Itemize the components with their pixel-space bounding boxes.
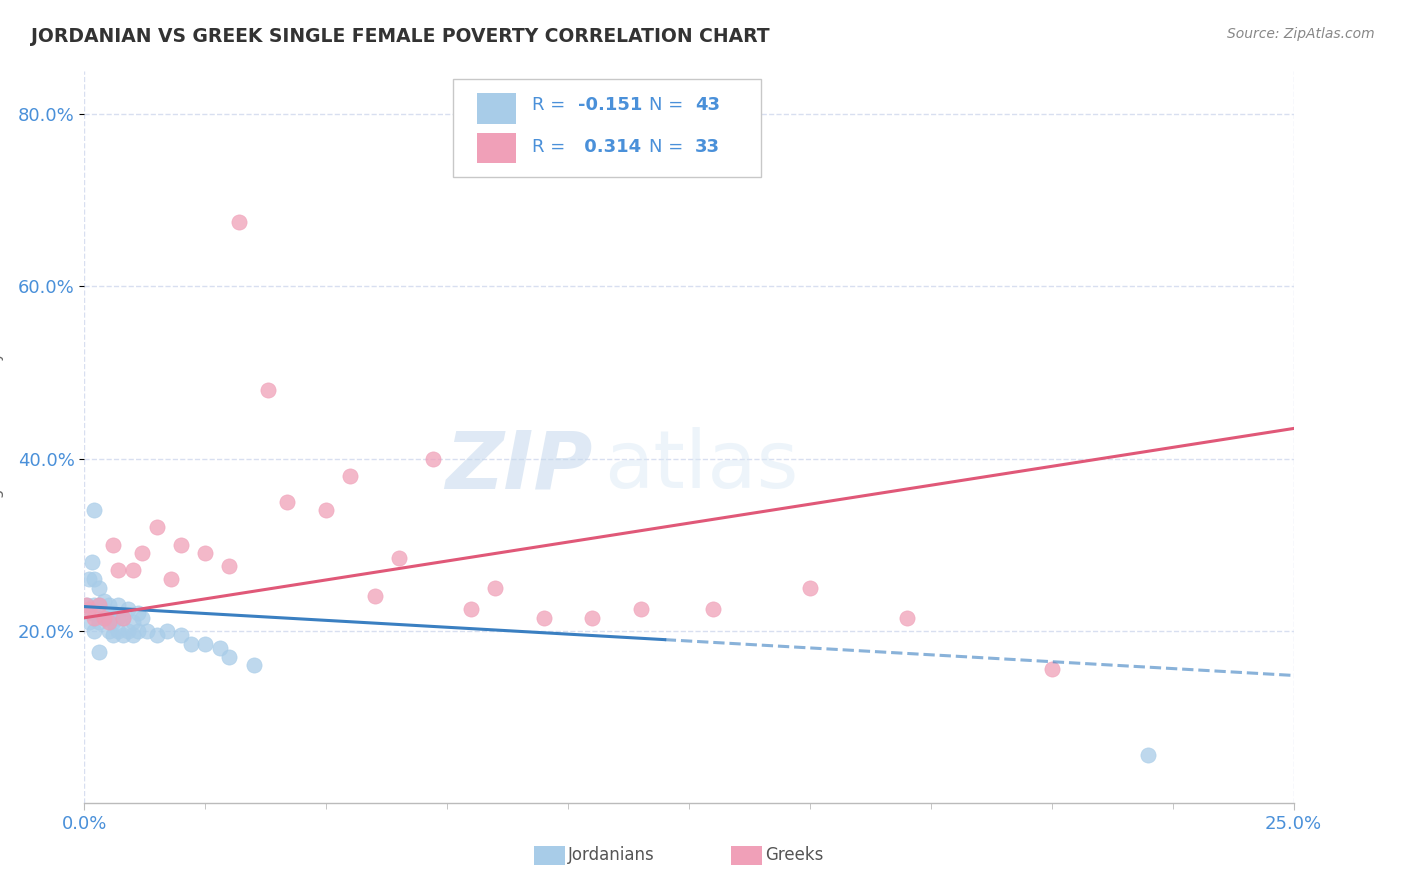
Point	[87, 615, 110, 629]
Point	[131, 546, 153, 560]
Point	[276, 494, 298, 508]
Point	[103, 615, 125, 629]
Text: Source: ZipAtlas.com: Source: ZipAtlas.com	[1227, 27, 1375, 41]
Point	[107, 624, 129, 638]
Point	[121, 628, 143, 642]
Point	[93, 611, 115, 625]
Point	[83, 611, 105, 625]
Point	[103, 607, 125, 621]
Point	[799, 581, 821, 595]
Point	[121, 564, 143, 578]
Point	[80, 555, 103, 569]
Point	[83, 503, 105, 517]
Point	[83, 598, 105, 612]
Point	[218, 559, 240, 574]
Point	[87, 645, 110, 659]
Point	[170, 538, 193, 552]
Point	[242, 658, 264, 673]
Point	[896, 611, 918, 625]
Point	[83, 572, 105, 586]
Point	[117, 602, 139, 616]
Point	[180, 637, 202, 651]
Text: R =: R =	[531, 96, 571, 114]
Bar	[478, 133, 516, 163]
Text: 33: 33	[695, 138, 720, 156]
Point	[103, 538, 125, 552]
Point	[112, 611, 135, 625]
Text: N =: N =	[650, 96, 689, 114]
Y-axis label: Single Female Poverty: Single Female Poverty	[0, 352, 4, 522]
Point	[127, 624, 149, 638]
Point	[87, 598, 110, 612]
Point	[93, 611, 115, 625]
Point	[75, 598, 97, 612]
Point	[208, 640, 231, 655]
Point	[97, 611, 120, 625]
Point	[257, 383, 280, 397]
Point	[77, 602, 100, 616]
Point	[170, 628, 193, 642]
Point	[194, 546, 217, 560]
Point	[107, 611, 129, 625]
Point	[103, 628, 125, 642]
Point	[136, 624, 159, 638]
Point	[218, 649, 240, 664]
Text: JORDANIAN VS GREEK SINGLE FEMALE POVERTY CORRELATION CHART: JORDANIAN VS GREEK SINGLE FEMALE POVERTY…	[31, 27, 769, 45]
Point	[107, 598, 129, 612]
Point	[363, 589, 385, 603]
Point	[460, 602, 482, 616]
Point	[228, 215, 250, 229]
Point	[533, 611, 555, 625]
Point	[146, 520, 169, 534]
Text: 43: 43	[695, 96, 720, 114]
Point	[581, 611, 603, 625]
Text: Jordanians: Jordanians	[568, 847, 655, 864]
Text: -0.151: -0.151	[578, 96, 643, 114]
Point	[339, 468, 361, 483]
Point	[146, 628, 169, 642]
Point	[160, 572, 183, 586]
Text: 0.314: 0.314	[578, 138, 641, 156]
Point	[1040, 662, 1063, 676]
Point	[97, 598, 120, 612]
Point	[87, 581, 110, 595]
Bar	[478, 93, 516, 124]
Point	[112, 628, 135, 642]
Point	[76, 598, 98, 612]
Point	[83, 624, 105, 638]
Text: atlas: atlas	[605, 427, 799, 506]
Text: Greeks: Greeks	[765, 847, 824, 864]
Point	[388, 550, 411, 565]
Point	[702, 602, 724, 616]
Point	[155, 624, 177, 638]
Point	[127, 607, 149, 621]
Point	[97, 615, 120, 629]
Point	[630, 602, 652, 616]
Point	[117, 624, 139, 638]
FancyBboxPatch shape	[453, 78, 762, 178]
Point	[107, 564, 129, 578]
Point	[422, 451, 444, 466]
Point	[97, 624, 120, 638]
Point	[93, 593, 115, 607]
Point	[112, 611, 135, 625]
Point	[77, 572, 100, 586]
Point	[87, 598, 110, 612]
Point	[131, 611, 153, 625]
Point	[484, 581, 506, 595]
Text: R =: R =	[531, 138, 571, 156]
Text: N =: N =	[650, 138, 689, 156]
Point	[1137, 748, 1160, 763]
Point	[121, 615, 143, 629]
Point	[77, 615, 100, 629]
Point	[80, 607, 103, 621]
Text: ZIP: ZIP	[444, 427, 592, 506]
Point	[194, 637, 217, 651]
Point	[315, 503, 337, 517]
